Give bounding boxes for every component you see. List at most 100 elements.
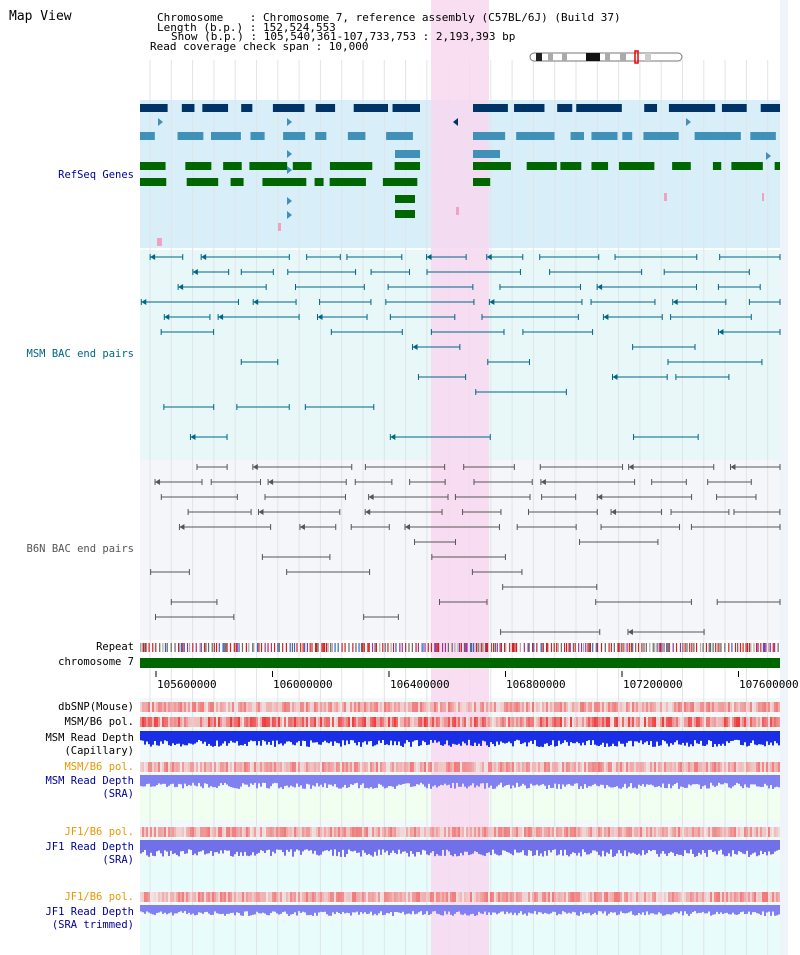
- read-depth-bar: [474, 775, 476, 788]
- read-depth-bar: [570, 840, 572, 855]
- snp-density-mark: [232, 827, 234, 837]
- snp-density-mark: [458, 827, 460, 837]
- snp-density-mark: [768, 892, 770, 902]
- repeat-mark: [484, 643, 487, 652]
- read-depth-bar: [722, 840, 724, 855]
- snp-density-mark: [154, 892, 156, 902]
- read-depth-bar: [348, 731, 350, 745]
- read-depth-bar: [680, 775, 682, 787]
- track-label-jf1-depth-sra[interactable]: JF1 Read Depth: [45, 841, 134, 853]
- read-depth-bar: [186, 731, 188, 746]
- read-depth-bar: [192, 775, 194, 783]
- track-label-msm-depth-capillary[interactable]: MSM Read Depth: [45, 732, 134, 744]
- read-depth-bar: [334, 731, 336, 742]
- read-depth-bar: [250, 905, 252, 916]
- read-depth-bar: [224, 840, 226, 851]
- snp-density-mark: [182, 717, 184, 727]
- read-depth-bar: [400, 731, 402, 746]
- snp-density-mark: [590, 827, 592, 837]
- read-depth-bar: [746, 840, 748, 851]
- read-depth-bar: [570, 731, 572, 743]
- read-depth-bar: [668, 840, 670, 854]
- read-depth-bar: [178, 840, 180, 857]
- snp-density-mark: [706, 892, 708, 902]
- snp-density-mark: [778, 717, 780, 727]
- read-depth-bar: [240, 775, 242, 787]
- snp-density-mark: [462, 827, 464, 837]
- track-label-msm-b6-pol-1[interactable]: MSM/B6 pol.: [64, 716, 134, 728]
- snp-density-mark: [568, 702, 570, 712]
- snp-density-mark: [470, 827, 472, 837]
- gene-block: [177, 132, 204, 140]
- snp-density-mark: [176, 762, 178, 772]
- snp-density-mark: [702, 892, 704, 902]
- gene-block: [241, 104, 253, 112]
- repeat-mark: [574, 643, 576, 652]
- snp-density-mark: [626, 762, 628, 772]
- snp-density-mark: [312, 717, 314, 727]
- track-label-repeat[interactable]: Repeat: [96, 641, 134, 653]
- snp-density-mark: [472, 892, 474, 902]
- read-depth-bar: [676, 775, 678, 783]
- track-label-chromosome[interactable]: chromosome 7: [58, 656, 134, 668]
- snp-density-mark: [344, 717, 346, 727]
- track-label-jf1-b6-pol-2[interactable]: JF1/B6 pol.: [64, 891, 134, 903]
- repeat-mark: [546, 643, 548, 652]
- read-depth-bar: [444, 731, 446, 745]
- snp-density-mark: [270, 762, 272, 772]
- snp-density-mark: [154, 827, 156, 837]
- read-depth-bar: [746, 731, 748, 747]
- snp-density-mark: [244, 827, 246, 837]
- snp-density-mark: [514, 717, 516, 727]
- snp-density-mark: [196, 892, 198, 902]
- snp-density-mark: [758, 717, 760, 727]
- read-depth-bar: [352, 905, 354, 913]
- track-label-jf1-depth-trimmed[interactable]: JF1 Read Depth: [45, 906, 134, 918]
- repeat-mark: [493, 643, 495, 652]
- b6n-bac-pair: [252, 464, 258, 470]
- snp-density-mark: [394, 827, 396, 837]
- snp-density-mark: [318, 827, 320, 837]
- snp-density-mark: [676, 702, 678, 712]
- snp-density-mark: [662, 892, 664, 902]
- snp-density-mark: [740, 827, 742, 837]
- snp-density-mark: [566, 762, 568, 772]
- read-depth-bar: [642, 731, 644, 745]
- read-depth-bar: [654, 731, 656, 747]
- snp-density-mark: [478, 702, 480, 712]
- read-depth-bar: [772, 731, 774, 746]
- track-label-msm-depth-sra[interactable]: MSM Read Depth: [45, 775, 134, 787]
- snp-density-mark: [196, 762, 198, 772]
- read-depth-bar: [644, 905, 646, 916]
- snp-density-mark: [644, 762, 646, 772]
- read-depth-bar: [350, 731, 352, 741]
- track-label-refseq[interactable]: RefSeq Genes: [58, 169, 134, 181]
- read-depth-bar: [706, 775, 708, 789]
- track-label-dbsnp[interactable]: dbSNP(Mouse): [58, 701, 134, 713]
- snp-density-mark: [772, 762, 774, 772]
- read-depth-bar: [468, 775, 470, 787]
- read-depth-bar: [354, 905, 356, 913]
- read-depth-bar: [646, 731, 648, 742]
- track-label-b6n-bac[interactable]: B6N BAC end pairs: [26, 543, 134, 555]
- read-depth-bar: [456, 731, 458, 745]
- snp-density-mark: [572, 762, 574, 772]
- snp-density-mark: [452, 762, 454, 772]
- track-label-msm-b6-pol-2[interactable]: MSM/B6 pol.: [64, 761, 134, 773]
- snp-density-mark: [252, 762, 254, 772]
- snp-density-mark: [626, 892, 628, 902]
- track-label-msm-bac[interactable]: MSM BAC end pairs: [26, 348, 134, 360]
- snp-density-mark: [270, 827, 272, 837]
- read-depth-bar: [236, 840, 238, 852]
- snp-density-mark: [240, 702, 242, 712]
- read-depth-bar: [462, 905, 464, 915]
- read-depth-bar: [366, 905, 368, 914]
- track-label-jf1-b6-pol-1[interactable]: JF1/B6 pol.: [64, 826, 134, 838]
- msm-bac-pair: [192, 269, 198, 275]
- read-depth-bar: [510, 840, 512, 854]
- read-depth-bar: [198, 731, 200, 740]
- snp-density-mark: [490, 702, 492, 712]
- read-depth-bar: [472, 905, 474, 914]
- repeat-mark: [233, 643, 235, 652]
